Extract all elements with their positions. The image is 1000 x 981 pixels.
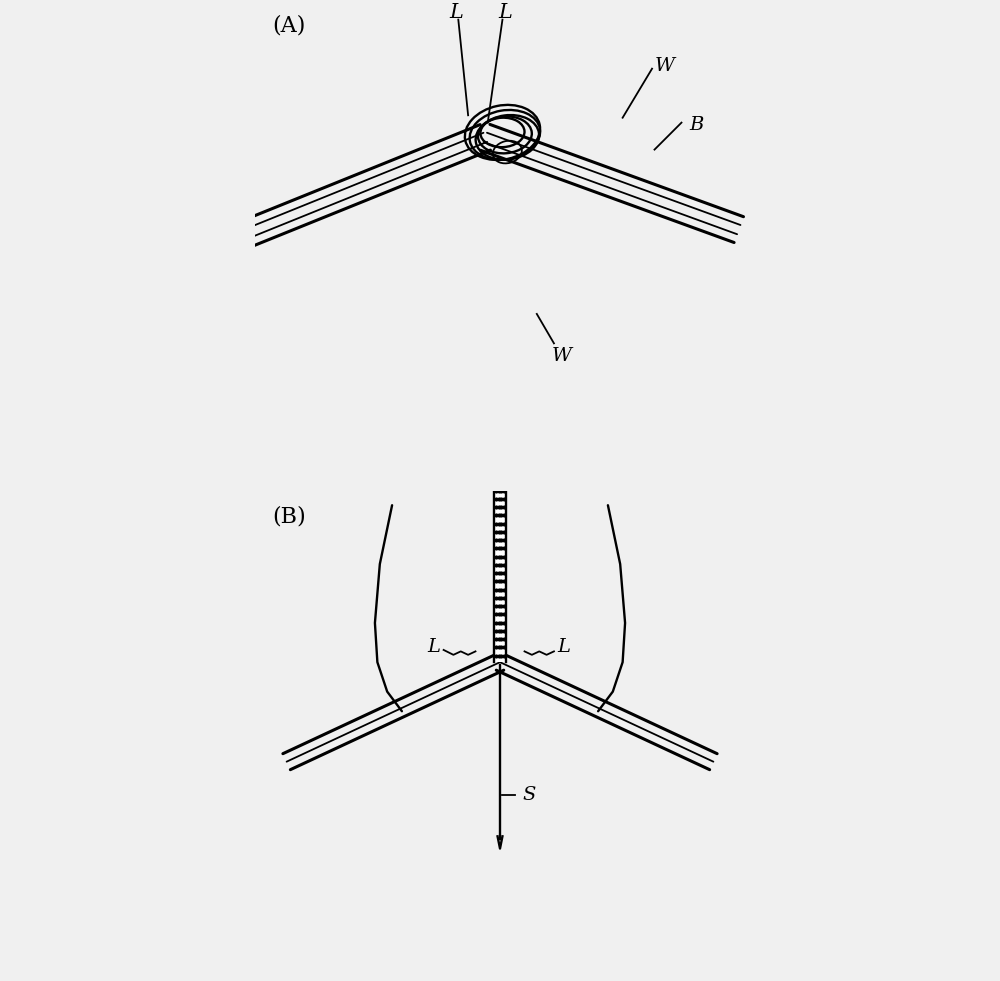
Text: B: B	[689, 116, 703, 134]
Text: (A): (A)	[272, 15, 305, 36]
Text: S: S	[522, 786, 535, 803]
Text: L: L	[449, 3, 463, 22]
Text: L: L	[557, 639, 570, 656]
Text: L: L	[427, 639, 440, 656]
Text: (B): (B)	[272, 505, 306, 527]
Text: W: W	[654, 57, 674, 76]
Text: L: L	[498, 3, 512, 22]
Bar	[494, 476, 506, 662]
Text: W: W	[551, 346, 571, 365]
